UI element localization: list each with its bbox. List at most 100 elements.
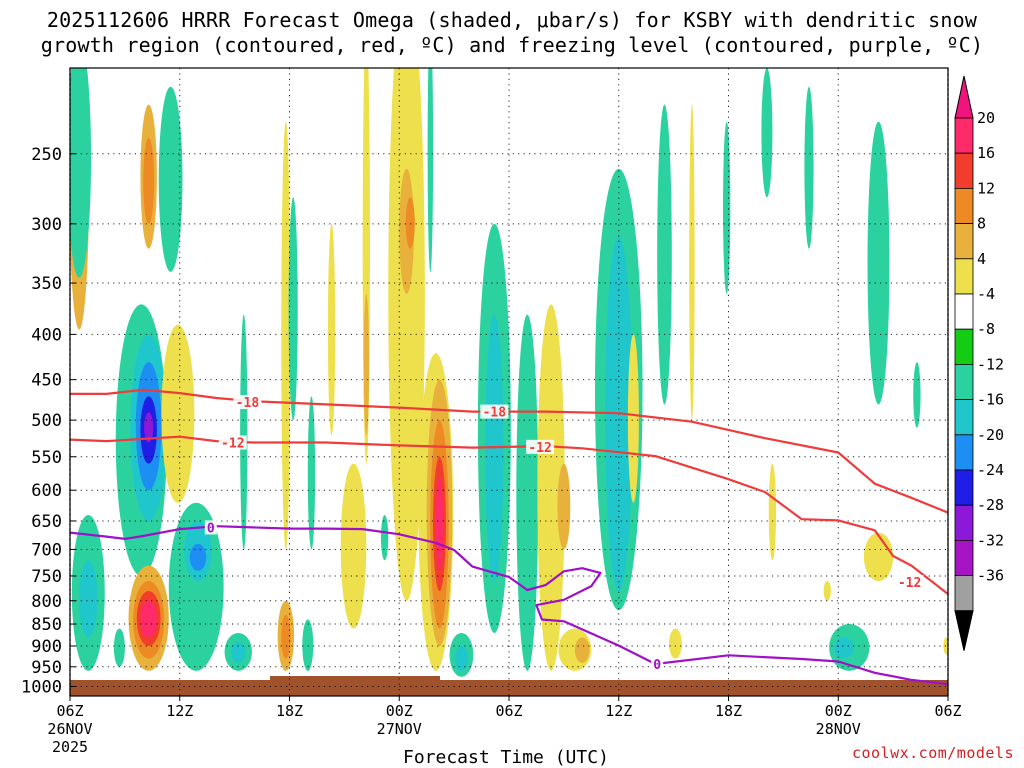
contour-label-bg [480,404,509,419]
omega-cell [70,68,92,278]
omega-cell [288,197,298,421]
omega-shading [70,68,948,696]
omega-cell [281,614,291,659]
x-tick-sublabel: 28NOV [816,720,861,738]
omega-cell [689,104,695,421]
omega-cell [327,223,336,436]
contour-label: -12 [528,441,551,456]
omega-cell [435,477,444,571]
colorbar-label: -4 [977,285,995,303]
omega-cell [627,334,639,503]
y-tick-label: 450 [31,371,62,391]
colorbar-swatch [954,152,974,189]
x-tick-label: 06Z [56,702,83,720]
contour-label: 0 [207,521,215,536]
omega-cell [516,314,539,671]
omega-cell [833,637,854,659]
omega-cell [823,581,831,601]
contour-label-bg [204,520,217,535]
x-tick-label: 00Z [825,702,852,720]
contour-label-bg [233,395,262,410]
y-tick-label: 300 [31,215,62,235]
y-tick-label: 500 [31,411,62,431]
isotherm-lines [70,388,948,686]
x-tick-label: 06Z [934,702,961,720]
title-line-2: growth region (contoured, red, ºC) and f… [40,33,984,57]
omega-cell [79,560,98,638]
colorbar-label: -24 [977,461,1004,479]
contour-label: -18 [483,406,507,421]
omega-cell [340,463,367,629]
colorbar-swatch [954,434,974,471]
omega-cell [669,628,682,659]
contour-label: -12 [221,437,244,452]
omega-cell [363,293,370,436]
x-tick-sublabel: 26NOV [47,720,92,738]
omega-cell [537,304,565,671]
y-tick-label: 1000 [21,678,62,698]
terrain-bump [270,676,440,682]
y-tick-label: 950 [31,658,62,678]
x-axis-label: Forecast Time (UTC) [403,747,609,768]
colorbar-label: -12 [977,355,1004,373]
omega-cell [863,532,894,582]
contour-label-bg [895,575,924,590]
y-tick-label: 850 [31,615,62,635]
isotherm-line [70,435,948,595]
contour-label-bg [218,435,247,450]
colorbar-swatch [954,258,974,295]
contour-label: 0 [653,658,661,673]
colorbar-label: -16 [977,391,1004,409]
colorbar-swatch [954,575,974,612]
x-tick-label: 18Z [715,702,742,720]
omega-cell [380,515,389,561]
colorbar-swatch [954,399,974,436]
omega-cell [113,628,125,667]
omega-cell [161,324,195,503]
terrain-band [70,680,948,696]
contour-label-bg [526,439,555,454]
chart-title: 2025112606 HRRR Forecast Omega (shaded, … [0,8,1024,58]
omega-cell [574,637,590,663]
colorbar-swatch [954,223,974,260]
x-tick-label: 18Z [276,702,303,720]
omega-cell [804,86,814,249]
y-tick-label: 650 [31,512,62,532]
y-axis: 2503003504004505005506006507007508008509… [21,145,76,698]
colorbar-label: -28 [977,496,1004,514]
x-tick-label: 06Z [495,702,522,720]
omega-cell [723,121,731,294]
x-tick-label: 12Z [605,702,632,720]
colorbar-label: 20 [977,109,995,127]
colorbar-label: -32 [977,531,1004,549]
omega-cell [158,86,183,272]
contour-label: -18 [236,396,260,411]
colorbar-top-arrow [954,75,974,119]
omega-cell [427,68,434,272]
y-tick-label: 350 [31,274,62,294]
y-tick-label: 550 [31,448,62,468]
colorbar: 20 16 12 8 4 -4 -8 -12 -16 -20 -24 -28 -32 -36 [954,75,1004,651]
omega-cell [455,646,468,671]
colorbar-bottom-arrow [954,610,974,651]
omega-cell [768,463,777,561]
omega-cell [302,619,314,671]
colorbar-label: 4 [977,250,986,268]
isotherm-line [70,388,948,514]
omega-cell [913,362,921,428]
colorbar-label: -8 [977,320,995,338]
omega-cell [240,314,248,550]
y-tick-label: 400 [31,325,62,345]
isotherm-line [70,525,948,686]
grid-lines [70,68,948,696]
omega-cell [557,463,571,550]
contour-label-bg [651,656,664,671]
title-line-1: 2025112606 HRRR Forecast Omega (shaded, … [46,8,978,32]
omega-cell [143,138,155,224]
colorbar-swatch [954,469,974,506]
y-tick-label: 700 [31,540,62,560]
colorbar-label: 16 [977,144,995,162]
y-tick-label: 250 [31,145,62,165]
